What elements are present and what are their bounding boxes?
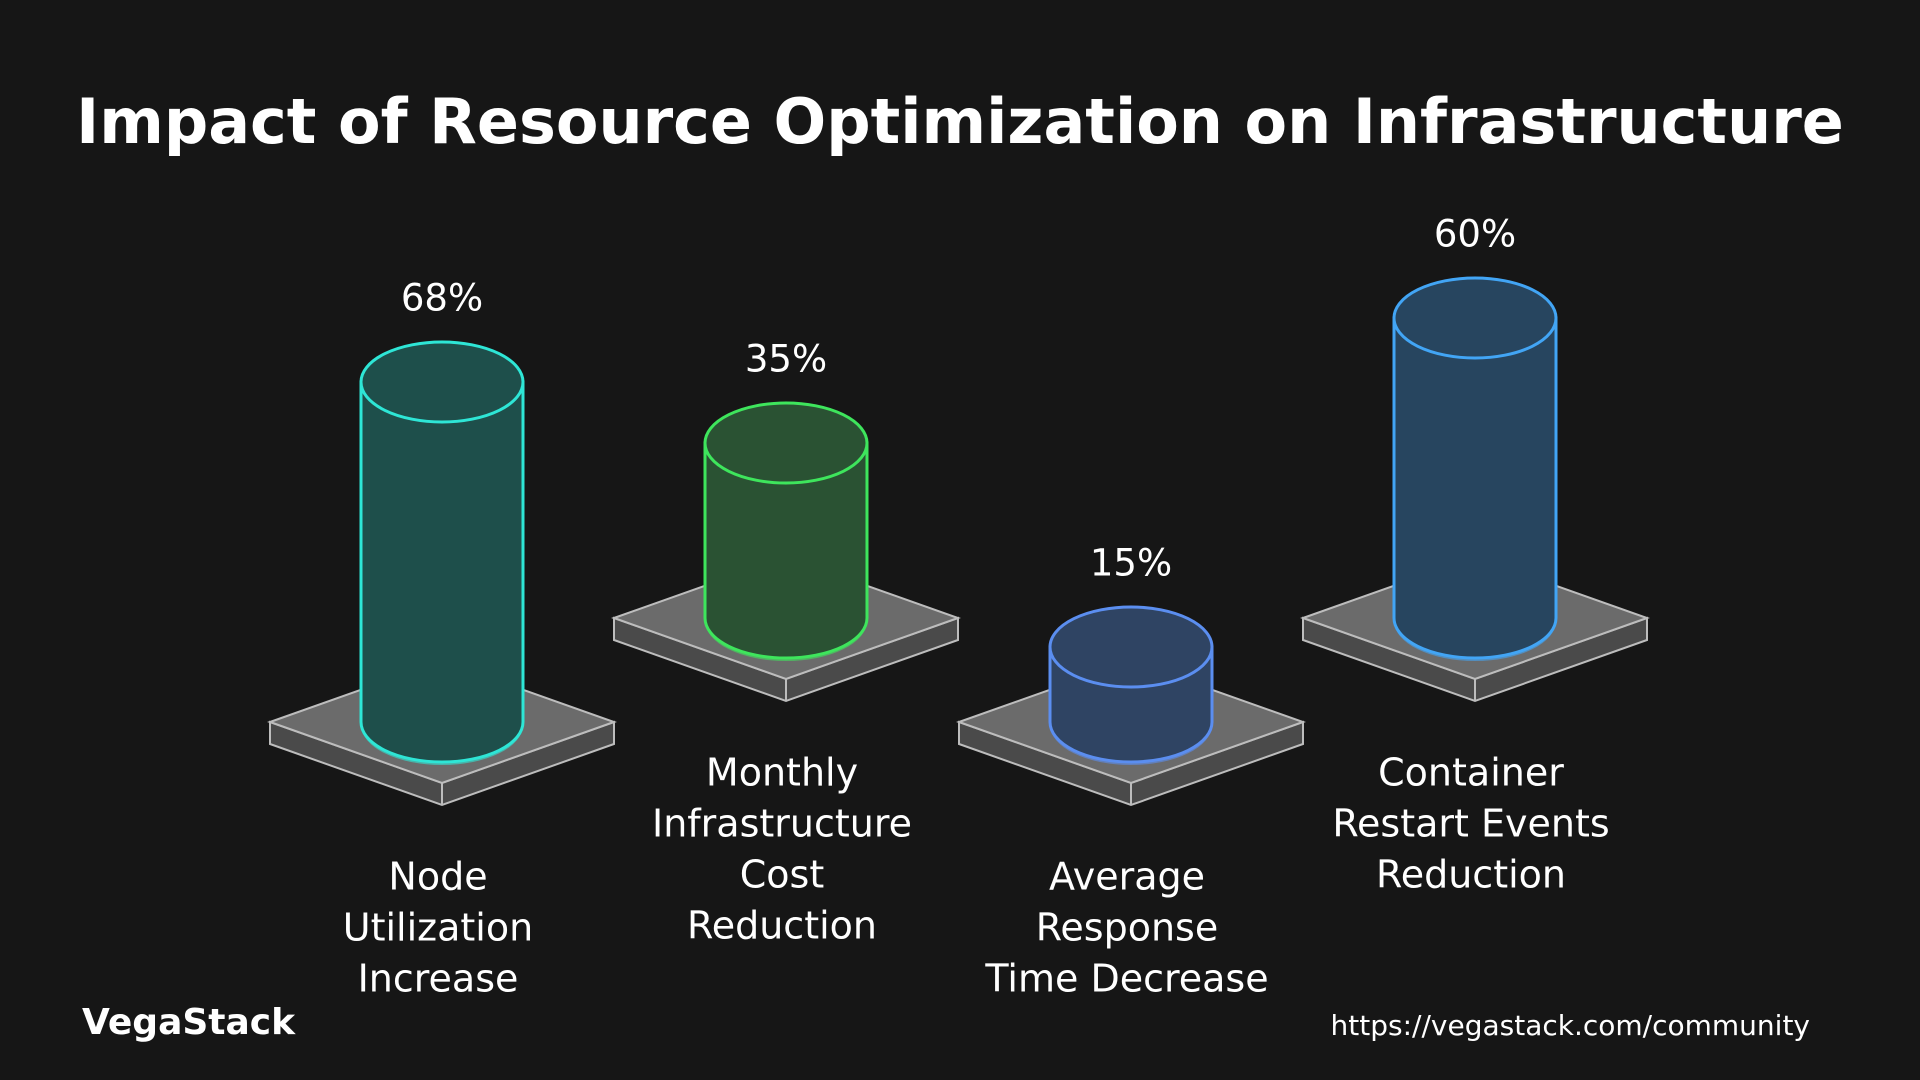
value-label: 15%: [1090, 542, 1172, 585]
x-tick-label: Restart Events: [1332, 802, 1609, 846]
x-tick-label: Response: [1036, 906, 1219, 950]
brand: VegaStack: [82, 1002, 296, 1043]
value-label: 68%: [401, 277, 483, 320]
x-tick-label: Monthly: [706, 751, 858, 795]
bar: [1392, 316, 1558, 660]
cylinder-top: [1392, 276, 1558, 360]
x-tick-label: Node: [388, 855, 487, 899]
cylinder-top: [703, 401, 869, 485]
value-label: 60%: [1434, 213, 1516, 256]
value-label: 35%: [745, 338, 827, 381]
x-tick-label: Container: [1378, 751, 1564, 795]
x-tick-label: Increase: [358, 957, 519, 1001]
url: https://vegastack.com/community: [1331, 1009, 1810, 1042]
x-tick-label: Reduction: [687, 904, 877, 948]
x-tick-label: Time Decrease: [984, 957, 1268, 1001]
x-tick-label: Average: [1049, 855, 1205, 899]
x-tick-label: Cost: [740, 853, 824, 897]
x-tick-label: Reduction: [1376, 853, 1566, 897]
chart-title: Impact of Resource Optimization on Infra…: [76, 85, 1844, 158]
x-tick-label: Infrastructure: [652, 802, 912, 846]
cylinder-top: [359, 340, 525, 424]
x-tick-label: Utilization: [343, 906, 533, 950]
bar: [359, 380, 525, 764]
bar: [703, 441, 869, 660]
cylinder-top: [1048, 605, 1214, 689]
